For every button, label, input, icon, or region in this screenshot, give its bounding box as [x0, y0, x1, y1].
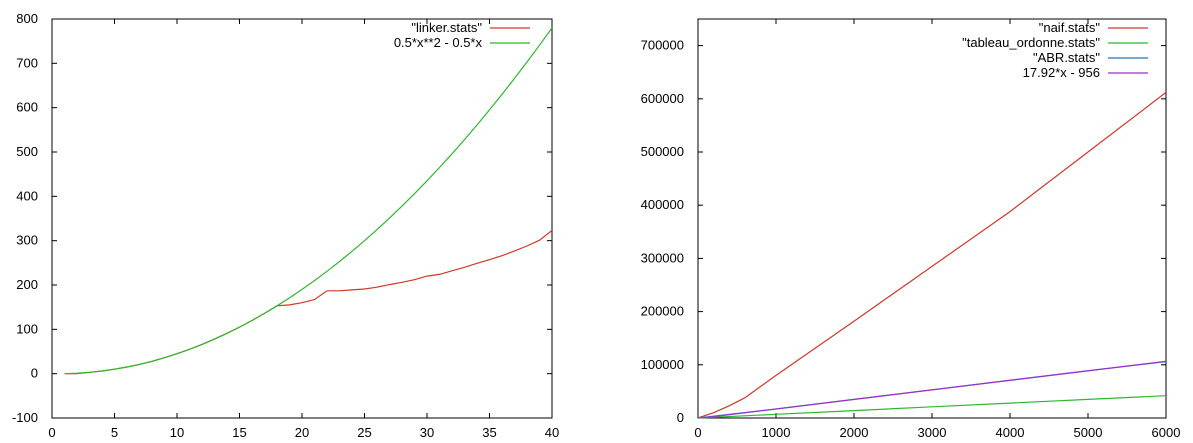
y-axis-ticks: 0 100000 200000 300000 400000 500000 600000 700…: [641, 38, 1166, 425]
x-tick-label: 0: [694, 425, 701, 440]
y-tick-label: 600000: [641, 91, 684, 106]
y-tick-label: 700000: [641, 38, 684, 53]
chart-stats: 0 100000 200000 300000 400000 500000 600000 700…: [641, 18, 1180, 440]
y-tick-label: 200000: [641, 304, 684, 319]
plot-frame: [51, 18, 553, 419]
legend-label: "naif.stats": [1039, 20, 1101, 35]
x-tick-label: 1000: [762, 425, 791, 440]
x-tick-label: 0: [48, 425, 55, 440]
chart-linker: -100 0 100 200 300 400 500 600 700 800 0 5 10 15 20 25…: [12, 11, 559, 440]
x-tick-label: 15: [232, 425, 246, 440]
legend-label: 0.5*x**2 - 0.5*x: [394, 35, 483, 50]
x-axis-ticks: 0 5 10 15 20 25 30 35 40: [48, 19, 559, 440]
y-tick-label: 500000: [641, 144, 684, 159]
y-tick-label: 100000: [641, 357, 684, 372]
y-tick-label: 0: [31, 366, 38, 381]
legend-label: "linker.stats": [411, 20, 482, 35]
y-tick-label: 0: [677, 410, 684, 425]
x-tick-label: 10: [170, 425, 184, 440]
legend-label: "tableau_ordonne.stats": [962, 35, 1100, 50]
legend-label: 17.92*x - 956: [1023, 65, 1100, 80]
legend: "naif.stats""tableau_ordonne.stats""ABR.…: [962, 20, 1148, 80]
y-tick-label: 100: [16, 321, 38, 336]
y-tick-label: 400: [16, 188, 38, 203]
series-line-0: [697, 91, 1167, 419]
y-tick-label: 700: [16, 55, 38, 70]
y-tick-label: 200: [16, 277, 38, 292]
series-line-1: [697, 395, 1167, 419]
series-line-3: [702, 360, 1167, 419]
series-lines: [64, 27, 553, 375]
y-tick-label: 300000: [641, 250, 684, 265]
x-tick-label: 30: [420, 425, 434, 440]
series-line-0: [64, 230, 553, 375]
series-lines: [697, 91, 1167, 419]
y-tick-label: 800: [16, 11, 38, 26]
legend-label: "ABR.stats": [1033, 50, 1100, 65]
x-tick-label: 2000: [840, 425, 869, 440]
x-tick-label: 4000: [996, 425, 1025, 440]
y-tick-label: 400000: [641, 197, 684, 212]
y-tick-label: 600: [16, 100, 38, 115]
y-tick-label: 300: [16, 233, 38, 248]
x-tick-label: 5000: [1074, 425, 1103, 440]
y-tick-label: -100: [12, 410, 38, 425]
x-tick-label: 20: [295, 425, 309, 440]
x-tick-label: 25: [357, 425, 371, 440]
x-tick-label: 3000: [918, 425, 947, 440]
y-axis-ticks: -100 0 100 200 300 400 500 600 700 800: [12, 11, 552, 425]
y-tick-label: 500: [16, 144, 38, 159]
series-line-1: [64, 27, 553, 375]
x-tick-label: 35: [482, 425, 496, 440]
x-tick-label: 40: [545, 425, 559, 440]
x-axis-ticks: 0 1000 2000 3000 4000 5000 6000: [694, 19, 1180, 440]
legend: "linker.stats"0.5*x**2 - 0.5*x: [394, 20, 530, 50]
x-tick-label: 6000: [1152, 425, 1181, 440]
x-tick-label: 5: [111, 425, 118, 440]
